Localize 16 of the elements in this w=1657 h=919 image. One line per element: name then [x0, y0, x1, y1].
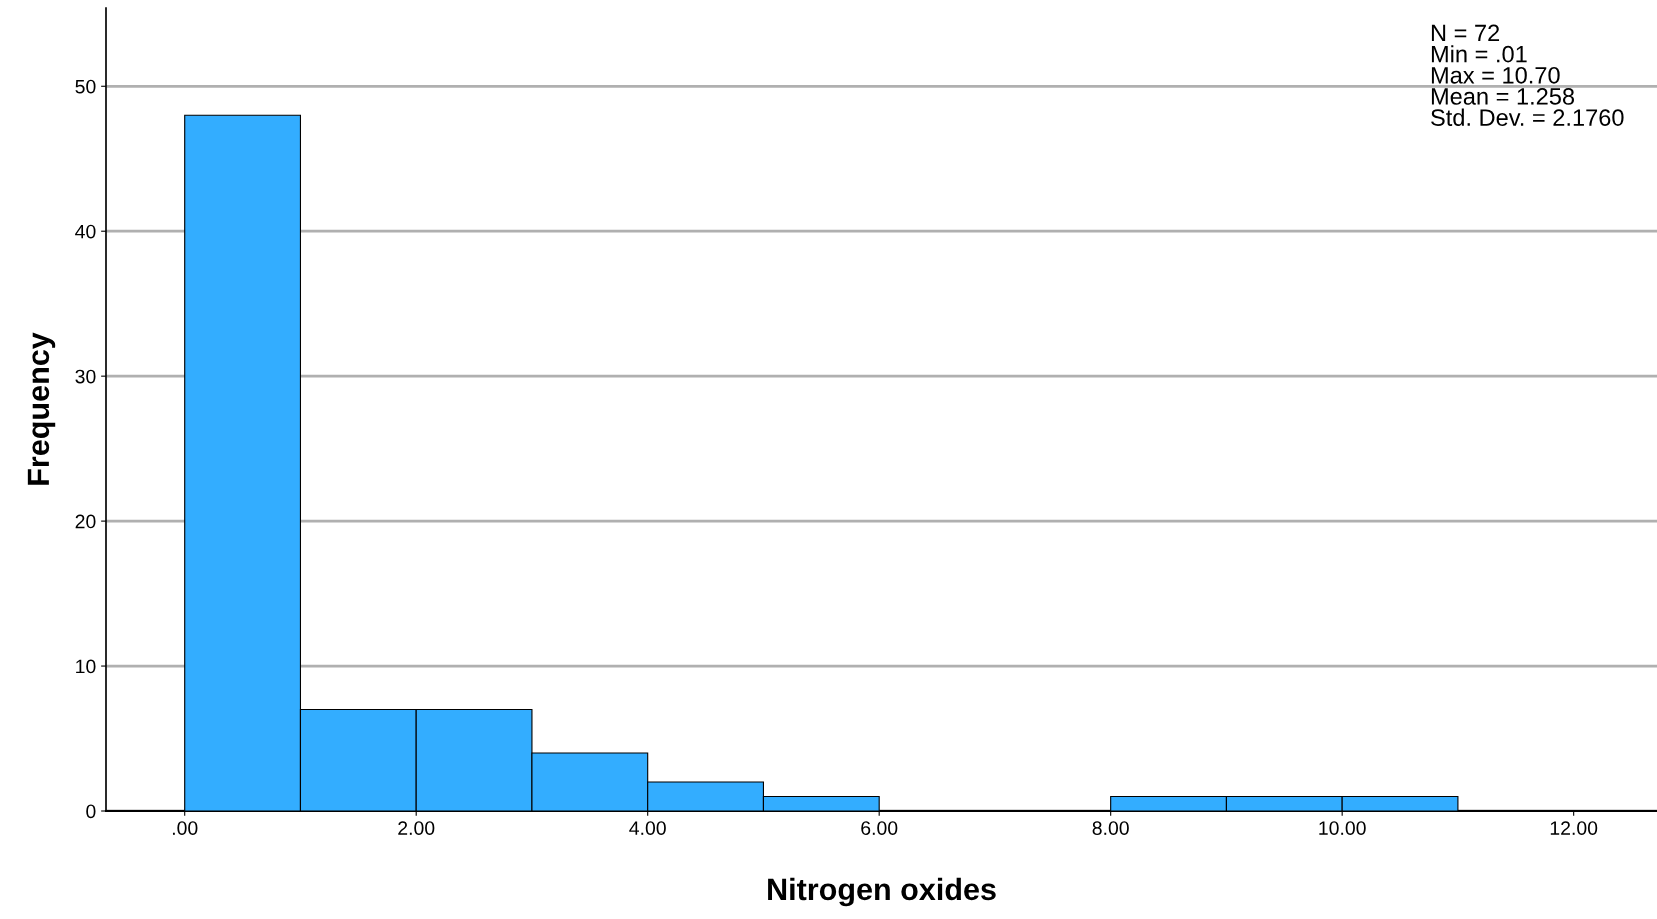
y-tick-label: 40: [75, 224, 96, 239]
y-axis-title: Frequency: [27, 332, 56, 485]
y-tick-label: 30: [75, 369, 96, 384]
x-tick-label: .00: [172, 821, 198, 835]
annotation: N = 72 Min = .01 Max = 10.70 Mean = 1.258 Std. Dev. = 2.1760: [1431, 24, 1624, 126]
x-tick-label: 2.00: [398, 821, 435, 835]
y-tick-label: 20: [75, 514, 96, 529]
y-tick-label: 50: [75, 79, 96, 94]
x-tick-label: 12.00: [1550, 821, 1598, 835]
x-tick-label: 6.00: [861, 821, 898, 835]
x-axis-title: Nitrogen oxides: [768, 877, 996, 907]
x-tick-label: 8.00: [1092, 821, 1129, 835]
x-tick-label: 10.00: [1319, 821, 1366, 835]
y-tick-label: 0: [86, 804, 96, 819]
x-tick-label: 4.00: [629, 821, 666, 835]
y-tick-label: 10: [76, 659, 96, 674]
